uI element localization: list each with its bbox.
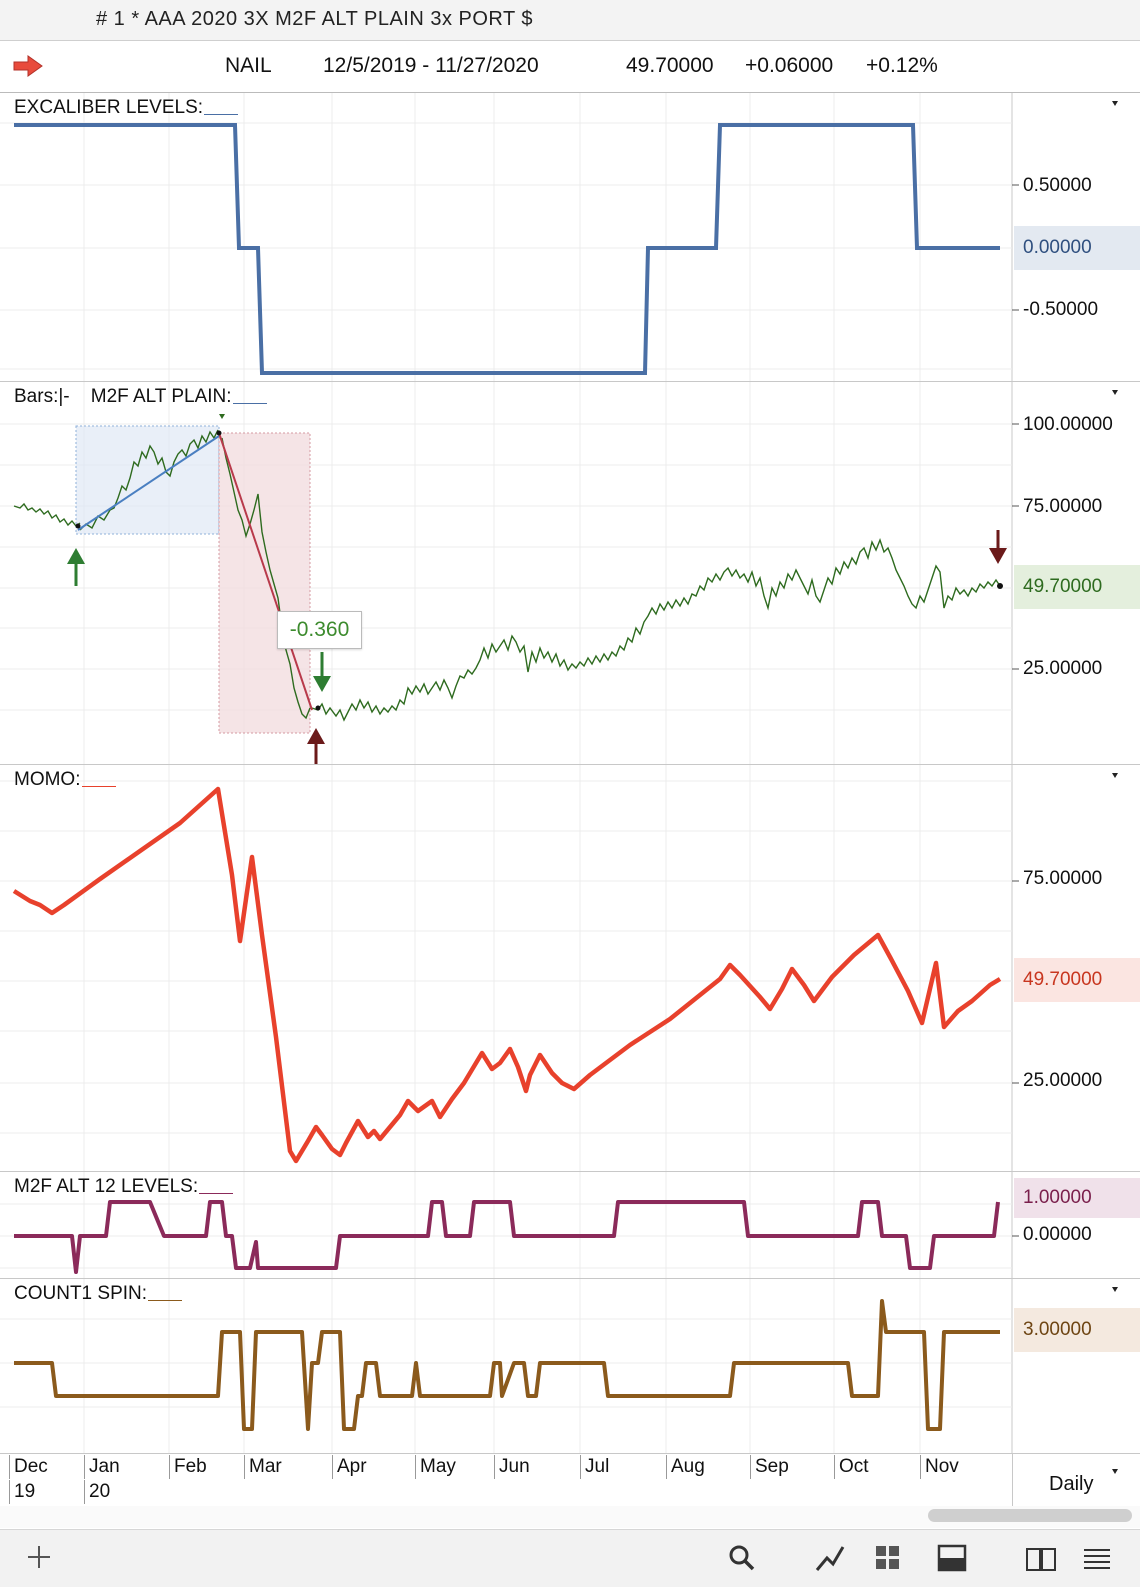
add-icon[interactable] [26,1544,52,1570]
top-marker-icon [219,414,225,419]
axis-month-mar: Mar [244,1455,282,1479]
count1-menu-icon[interactable] [1112,1287,1118,1292]
up-regression-line [77,435,220,531]
axis-month-apr: Apr [332,1455,367,1479]
buy-arrow-icon [67,548,85,586]
m2f12-current: 1.00000 [1014,1178,1140,1218]
axis-month-jun: Jun [494,1455,530,1479]
axis-month-feb: Feb [169,1455,207,1479]
price-pane-label: Bars:|- M2F ALT PLAIN: [14,386,267,408]
search-icon[interactable] [728,1544,756,1572]
count1-chart [0,1279,1013,1453]
price-tick-2: 75.00000 [1023,496,1103,517]
axis-month-jul: Jul [580,1455,609,1479]
price-bars-up [79,429,219,531]
m2f12-chart [0,1172,1019,1278]
count1-pane[interactable]: COUNT1 SPIN: 2.00000 3.00000 [0,1279,1140,1453]
momo-tick-2: 25.00000 [1023,1070,1103,1091]
m2f12-pane[interactable]: M2F ALT 12 LEVELS: 1.00000 0.00000 [0,1172,1140,1279]
count1-current: 3.00000 [1014,1308,1140,1352]
quote-info-bar: NAIL 12/5/2019 - 11/27/2020 49.70000 +0.… [0,41,1140,93]
count1-label: COUNT1 SPIN: [14,1283,183,1305]
sell-arrow-icon [313,652,331,692]
price-tick-1: 100.00000 [1023,414,1113,435]
slope-annotation[interactable]: -0.360 [277,611,362,649]
excaliber-pane[interactable]: EXCALIBER LEVELS: 0.50000 0.00000 -0.500… [0,93,1140,382]
down-regression-line [218,432,313,711]
momo-line [12,786,1002,1164]
axis-month-aug: Aug [666,1455,705,1479]
axis-year-20: 20 [84,1480,110,1504]
window-title-bar: # 1 * AAA 2020 3X M2F ALT PLAIN 3x PORT … [0,0,1140,41]
momo-menu-icon[interactable] [1112,773,1118,778]
m2f12-label: M2F ALT 12 LEVELS: [14,1176,234,1198]
axis-year-19: 19 [9,1480,35,1504]
price-pane-menu-icon[interactable] [1112,390,1118,395]
axis-month-may: May [415,1455,456,1479]
count1-line [14,1299,1000,1431]
axis-month-dec: Dec [9,1455,48,1479]
axis-month-jan: Jan [84,1455,120,1479]
excaliber-tick-1: 0.50000 [1023,175,1092,196]
period-selector[interactable]: Daily [1049,1473,1094,1495]
excaliber-chart [0,93,1019,381]
momo-label: MOMO: [14,769,116,791]
excaliber-line [14,123,1000,375]
excaliber-tick-2: -0.50000 [1023,299,1099,320]
price-tick-3: 25.00000 [1023,658,1103,679]
price-chart [0,382,1019,764]
momo-chart [0,765,1019,1171]
momo-current: 49.70000 [1014,958,1140,1002]
momo-pane[interactable]: MOMO: 75.00000 49.70000 25.00000 [0,765,1140,1172]
cover-arrow-icon [307,728,325,764]
price-change: +0.06000 [745,54,834,77]
period-menu-icon[interactable] [1112,1469,1118,1474]
excaliber-label: EXCALIBER LEVELS: [14,97,239,119]
price-bars-right [311,537,1001,722]
price-bars-left [13,502,81,527]
excaliber-menu-icon[interactable] [1112,101,1118,106]
date-range: 12/5/2019 - 11/27/2020 [323,54,539,77]
symbol[interactable]: NAIL [225,54,272,77]
price-pane[interactable]: Bars:|- M2F ALT PLAIN: 100.00000 75.0000… [0,382,1140,765]
excaliber-current: 0.00000 [1014,226,1140,270]
price-current: 49.70000 [1014,565,1140,609]
book-icon[interactable] [1025,1544,1057,1572]
horizontal-scrollbar[interactable] [928,1509,1132,1522]
chart-style-icon[interactable] [815,1544,845,1572]
m2f12-tick-1: 0.00000 [1023,1224,1092,1245]
bottom-toolbar [0,1529,1140,1587]
layout-grid-icon[interactable] [874,1544,902,1572]
price-bars-down [221,437,311,720]
axis-month-nov: Nov [920,1455,959,1479]
menu-icon[interactable] [1082,1544,1112,1572]
window-title: # 1 * AAA 2020 3X M2F ALT PLAIN 3x PORT … [96,8,534,30]
exit-arrow-icon [989,530,1007,564]
m2f12-line [14,1200,1000,1274]
scroll-track[interactable] [0,1506,1140,1528]
arrow-right-icon[interactable] [12,55,44,77]
down-trade-box [218,432,311,734]
momo-tick-1: 75.00000 [1023,868,1103,889]
axis-month-oct: Oct [834,1455,869,1479]
panel-icon[interactable] [937,1544,967,1572]
last-price: 49.70000 [626,54,714,77]
price-change-pct: +0.12% [866,54,938,77]
time-axis: Dec Jan Feb Mar Apr May Jun Jul Aug Sep … [0,1453,1140,1507]
axis-month-sep: Sep [750,1455,789,1479]
